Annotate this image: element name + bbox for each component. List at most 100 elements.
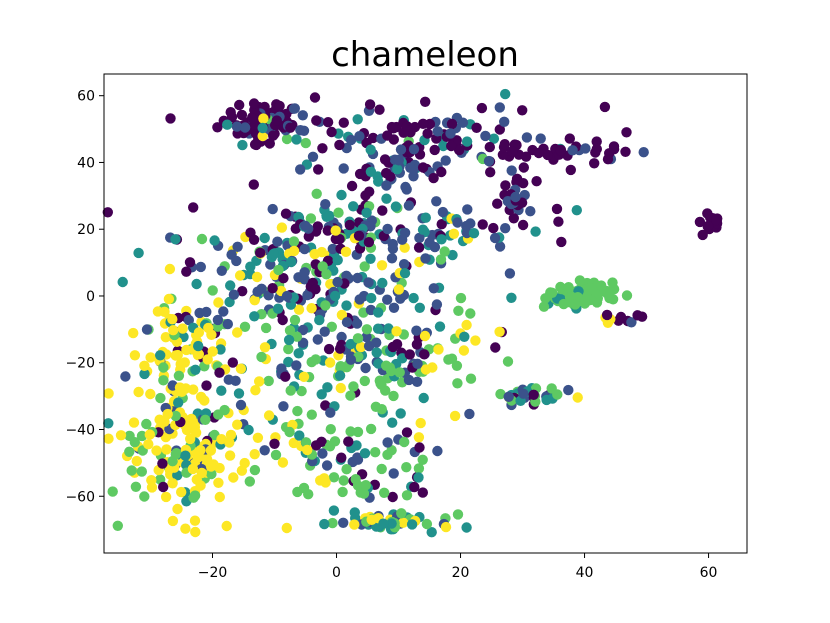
scatter-point — [461, 319, 472, 331]
scatter-point — [589, 158, 600, 169]
scatter-point — [348, 381, 359, 392]
scatter-point — [418, 392, 429, 404]
scatter-point — [447, 249, 458, 261]
scatter-point — [364, 99, 376, 110]
scatter-point — [158, 481, 169, 493]
scatter-point — [518, 388, 529, 399]
scatter-point — [413, 432, 425, 443]
scatter-point — [558, 298, 569, 310]
scatter-point — [563, 282, 574, 293]
scatter-point — [195, 261, 206, 273]
scatter-point — [419, 330, 431, 342]
scatter-point — [348, 201, 359, 212]
scatter-point — [235, 363, 247, 374]
scatter-point — [420, 96, 431, 108]
scatter-point — [251, 271, 263, 283]
scatter-point — [190, 526, 201, 538]
scatter-point — [230, 375, 241, 386]
scatter-point — [446, 118, 458, 130]
scatter-point — [567, 145, 578, 156]
scatter-point — [638, 147, 649, 158]
scatter-point — [352, 452, 363, 463]
scatter-point — [494, 124, 505, 135]
scatter-point — [139, 368, 150, 380]
y-tick-label: 60 — [77, 89, 95, 105]
scatter-point — [232, 327, 243, 338]
scatter-point — [128, 327, 139, 339]
x-axis: −20 0 20 40 60 — [198, 553, 717, 581]
scatter-point — [160, 491, 172, 503]
scatter-point — [409, 121, 421, 133]
scatter-point — [168, 325, 179, 336]
scatter-point — [139, 360, 150, 371]
scatter-point — [542, 149, 553, 161]
scatter-point — [413, 463, 425, 474]
scatter-point — [160, 332, 171, 343]
scatter-point — [382, 437, 393, 448]
scatter-point — [414, 442, 425, 453]
scatter-point — [494, 326, 505, 337]
scatter-point — [461, 136, 473, 147]
scatter-point — [207, 346, 218, 357]
scatter-point — [181, 266, 192, 277]
scatter-point — [438, 140, 449, 152]
scatter-point — [337, 486, 348, 498]
scatter-point — [355, 341, 367, 353]
scatter-point — [464, 408, 475, 420]
scatter-point — [388, 468, 399, 479]
scatter-point — [141, 418, 152, 430]
scatter-point — [373, 176, 384, 187]
scatter-point — [272, 236, 283, 247]
scatter-point — [294, 430, 305, 441]
scatter-point — [399, 268, 411, 279]
scatter-point — [297, 110, 308, 121]
scatter-point — [269, 438, 280, 449]
x-tick-label: 20 — [452, 565, 470, 581]
scatter-point — [341, 464, 352, 475]
scatter-point — [711, 214, 722, 226]
scatter-point — [267, 283, 278, 294]
scatter-point — [303, 489, 314, 500]
scatter-point — [340, 246, 352, 257]
scatter-point — [361, 331, 372, 343]
scatter-point — [309, 92, 321, 103]
scatter-point — [256, 283, 267, 294]
scatter-point — [359, 448, 371, 459]
scatter-point — [370, 447, 381, 458]
scatter-point — [343, 436, 354, 447]
scatter-point — [429, 241, 441, 253]
scatter-point — [180, 450, 191, 461]
scatter-point — [288, 245, 300, 257]
scatter-point — [335, 362, 346, 373]
scatter-point — [371, 347, 382, 358]
scatter-point — [328, 505, 340, 516]
scatter-point — [409, 481, 420, 493]
scatter-point — [349, 519, 360, 530]
scatter-point — [506, 165, 517, 176]
scatter-point — [103, 418, 114, 429]
scatter-point — [345, 134, 357, 146]
scatter-point — [533, 147, 544, 159]
scatter-point — [322, 117, 334, 128]
scatter-point — [363, 277, 374, 288]
scatter-point — [336, 309, 348, 321]
scatter-point — [352, 272, 363, 284]
scatter-point — [431, 299, 443, 310]
scatter-point — [556, 236, 567, 248]
scatter-point — [299, 267, 310, 278]
scatter-point — [115, 430, 127, 441]
scatter-point — [320, 199, 331, 210]
scatter-point — [352, 426, 364, 438]
scatter-point — [417, 162, 429, 173]
scatter-point — [417, 224, 429, 235]
scatter-point — [391, 326, 402, 337]
scatter-point — [401, 184, 412, 195]
scatter-point — [329, 436, 341, 447]
scatter-point — [376, 379, 387, 390]
scatter-point — [196, 467, 207, 479]
scatter-point — [255, 247, 266, 258]
scatter-point — [379, 487, 390, 498]
scatter-point — [477, 219, 488, 230]
scatter-point — [697, 229, 708, 241]
scatter-point — [193, 340, 204, 352]
